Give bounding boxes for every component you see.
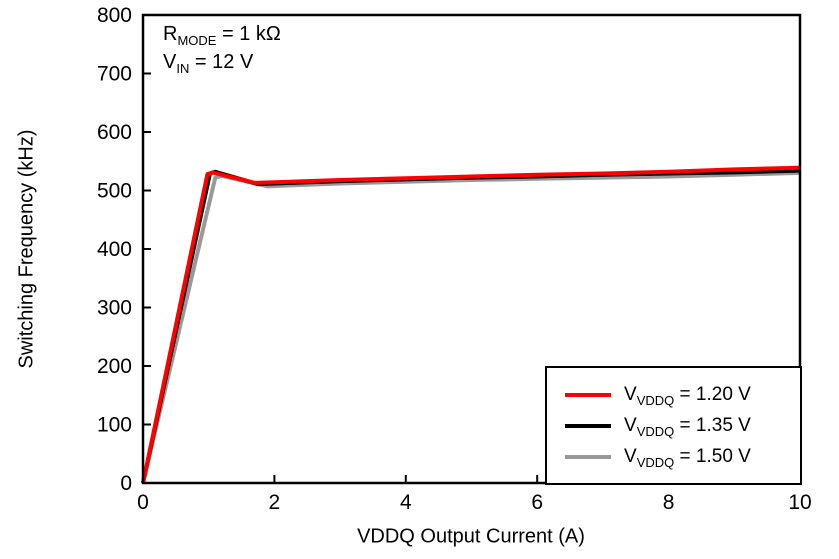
annotation-line-vin: VIN = 12 V [163,51,254,76]
annotation: RMODE = 1 kΩ VIN = 12 V [163,20,281,76]
x-tick-label: 6 [531,491,543,514]
legend-swatch [565,392,611,397]
legend-swatch [565,454,611,459]
y-tick-label: 600 [97,121,132,144]
y-tick-label: 700 [97,63,132,86]
x-axis-title: VDDQ Output Current (A) [357,525,585,548]
legend-swatch [565,423,611,428]
x-tick-label: 4 [400,491,412,514]
annotation-line-rmode: RMODE = 1 kΩ [163,23,281,48]
x-tick-label: 0 [137,491,149,514]
y-tick-label: 800 [97,4,132,27]
y-tick-label: 200 [97,355,132,378]
y-axis-title: Switching Frequency (kHz) [15,129,38,369]
y-tick-label: 400 [97,238,132,261]
legend-item: VVDDQ = 1.20 V [565,384,800,406]
y-tick-label: 300 [97,297,132,320]
y-tick-label: 500 [97,180,132,203]
x-tick-label: 2 [269,491,281,514]
series-line-2 [141,165,801,484]
y-tick-label: 0 [120,472,132,495]
y-tick-label: 100 [97,414,132,437]
x-tick-label: 10 [788,491,811,514]
legend: VVDDQ = 1.20 V VVDDQ = 1.35 V VVDDQ = 1.… [545,366,802,485]
x-tick-label: 8 [663,491,675,514]
legend-label: VVDDQ = 1.20 V [624,383,751,408]
legend-label: VVDDQ = 1.35 V [624,414,751,439]
legend-item: VVDDQ = 1.50 V [565,446,800,468]
legend-item: VVDDQ = 1.35 V [565,415,800,437]
legend-label: VVDDQ = 1.50 V [624,445,751,470]
